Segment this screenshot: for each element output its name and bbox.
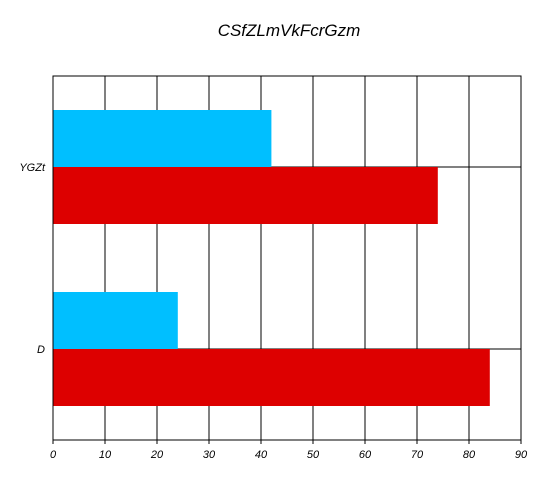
x-tick-label-5: 50 — [307, 449, 320, 461]
axes — [52, 75, 522, 444]
x-tick-label-6: 60 — [359, 449, 372, 461]
category-label-0: D — [37, 344, 45, 356]
x-tick-label-0: 0 — [50, 449, 57, 461]
category-label-1: YGZt — [19, 162, 46, 174]
plot-frame — [52, 75, 522, 441]
bar-ygzt-series-2 — [53, 110, 272, 167]
bar-d-series-2 — [53, 292, 178, 349]
x-tick-label-9: 90 — [515, 449, 528, 461]
chart-title: CSfZLmVkFcrGzm — [218, 21, 361, 40]
x-tick-label-1: 10 — [99, 449, 112, 461]
tick-labels: D YGZt 0 10 20 30 40 50 60 70 80 90 — [19, 162, 528, 461]
bar-ygzt-series-1 — [53, 167, 438, 224]
bar-d-series-1 — [53, 349, 490, 406]
x-tick-label-7: 70 — [411, 449, 424, 461]
x-tick-label-4: 40 — [255, 449, 268, 461]
x-tick-label-3: 30 — [203, 449, 216, 461]
bars — [53, 110, 490, 406]
x-tick-label-2: 20 — [150, 449, 164, 461]
x-tick-label-8: 80 — [463, 449, 476, 461]
